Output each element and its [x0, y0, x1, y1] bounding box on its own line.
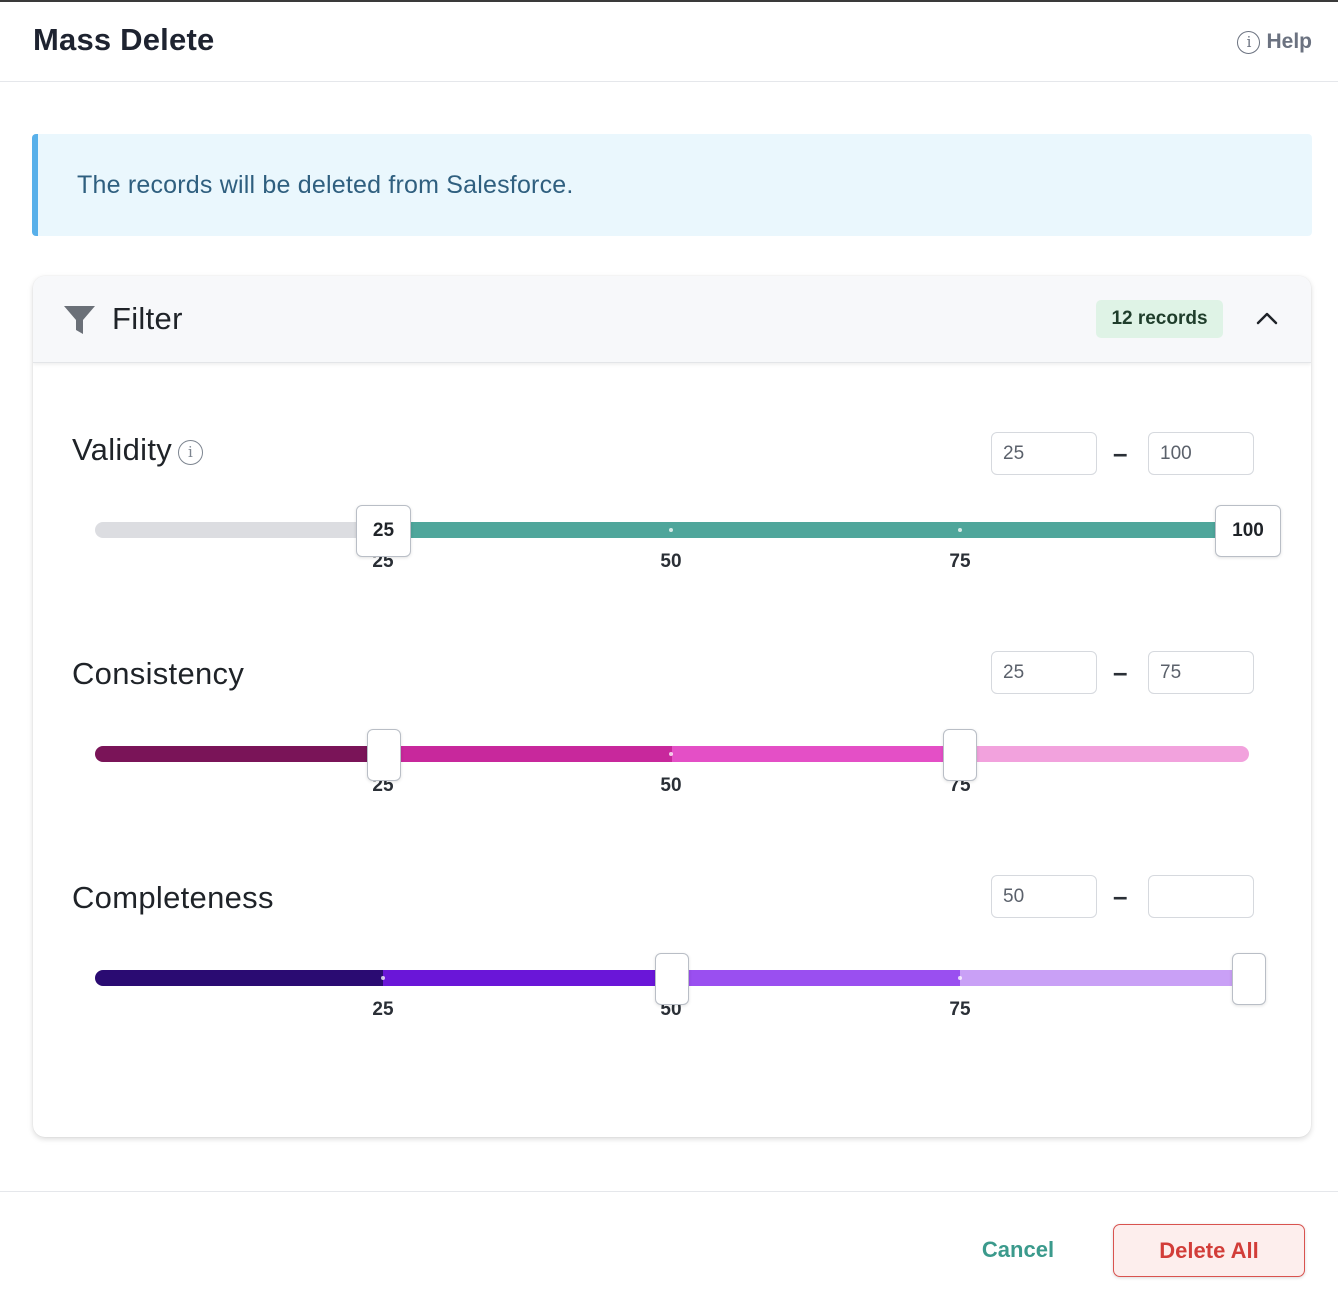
- range-separator: –: [1113, 881, 1128, 911]
- validity-track-selected: [383, 522, 1249, 538]
- dialog-title: Mass Delete: [33, 22, 215, 57]
- consistency-min-input[interactable]: 25: [991, 651, 1097, 694]
- validity-min-input[interactable]: 25: [991, 432, 1097, 475]
- completeness-track-band-1: [95, 970, 383, 986]
- consistency-min-handle[interactable]: [367, 729, 401, 781]
- tick-label: 50: [660, 551, 682, 572]
- consistency-track-band-4: [960, 746, 1249, 762]
- collapse-toggle[interactable]: [1251, 304, 1283, 332]
- tick-label: 75: [949, 551, 971, 572]
- dialog-footer: [0, 1191, 1338, 1300]
- completeness-max-handle[interactable]: [1232, 953, 1266, 1005]
- filter-label: Filter: [112, 301, 183, 336]
- cancel-button[interactable]: Cancel: [981, 1237, 1055, 1262]
- window-top-edge: [0, 0, 1338, 2]
- completeness-label-text: Completeness: [72, 880, 274, 915]
- tick-dot: [958, 976, 962, 980]
- consistency-slider-track[interactable]: [95, 746, 1249, 762]
- records-count-badge: 12 records: [1096, 300, 1223, 338]
- funnel-icon: [64, 306, 95, 334]
- consistency-max-handle[interactable]: [943, 729, 977, 781]
- tick-label: 25: [372, 999, 394, 1020]
- help-label: Help: [1266, 30, 1312, 53]
- completeness-max-input[interactable]: [1148, 875, 1254, 918]
- tick-dot: [669, 528, 673, 532]
- banner-message: The records will be deleted from Salesfo…: [77, 171, 574, 199]
- completeness-min-input[interactable]: 50: [991, 875, 1097, 918]
- info-banner: The records will be deleted from Salesfo…: [32, 134, 1312, 236]
- consistency-max-input[interactable]: 75: [1148, 651, 1254, 694]
- validity-label-text: Validity: [72, 432, 173, 467]
- completeness-track-band-4: [960, 970, 1249, 986]
- range-separator: –: [1113, 657, 1128, 687]
- validity-track-unselected: [95, 522, 383, 538]
- info-icon[interactable]: i: [178, 439, 204, 465]
- consistency-track-band-3: [672, 746, 960, 762]
- filter-header[interactable]: Filter 12 records: [33, 276, 1311, 363]
- validity-label: Validity i: [72, 432, 204, 468]
- consistency-track-band-2: [383, 746, 672, 762]
- completeness-min-handle[interactable]: [655, 953, 689, 1005]
- validity-max-input[interactable]: 100: [1148, 432, 1254, 475]
- tick-dot: [669, 752, 673, 756]
- consistency-track-band-1: [95, 746, 383, 762]
- dialog-header: Mass Delete i Help: [0, 2, 1338, 82]
- completeness-track-band-2: [383, 970, 672, 986]
- range-separator: –: [1113, 438, 1128, 468]
- completeness-label: Completeness: [72, 880, 274, 916]
- validity-max-handle[interactable]: 100: [1215, 505, 1281, 557]
- chevron-up-icon: [1256, 312, 1278, 325]
- completeness-slider-track[interactable]: [95, 970, 1249, 986]
- tick-label: 50: [660, 775, 682, 796]
- tick-dot: [958, 528, 962, 532]
- help-link[interactable]: i Help: [1237, 30, 1312, 54]
- info-icon: i: [1237, 30, 1261, 54]
- validity-slider-track[interactable]: [95, 522, 1249, 538]
- consistency-label-text: Consistency: [72, 656, 245, 691]
- delete-all-button[interactable]: Delete All: [1113, 1224, 1305, 1277]
- completeness-track-band-3: [672, 970, 960, 986]
- filter-panel: Filter 12 records Validity i 25 – 100 25…: [33, 276, 1311, 1137]
- consistency-label: Consistency: [72, 656, 244, 692]
- tick-dot: [381, 976, 385, 980]
- tick-label: 75: [949, 999, 971, 1020]
- validity-min-handle[interactable]: 25: [356, 505, 411, 557]
